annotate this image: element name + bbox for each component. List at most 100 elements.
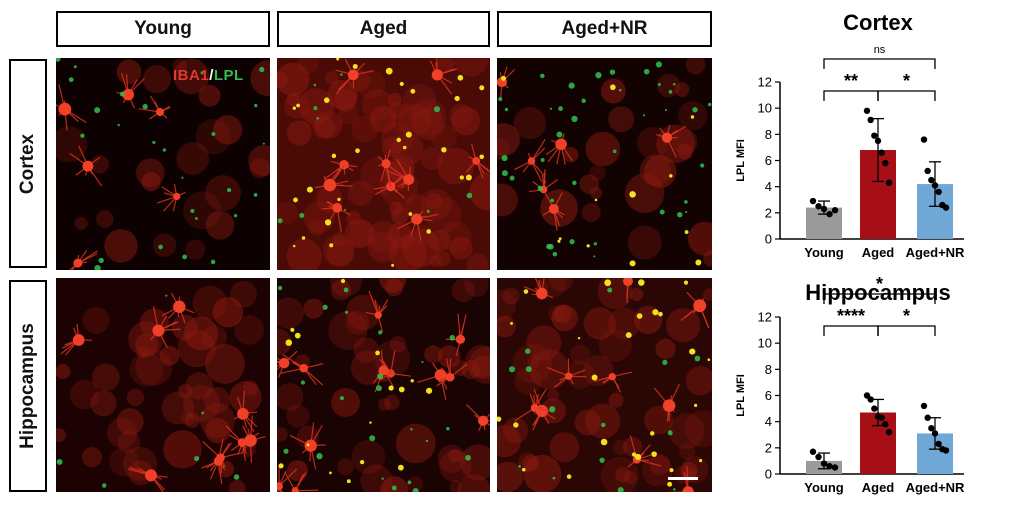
- lpl-puncta: [501, 170, 508, 177]
- colocalized-puncta: [441, 147, 447, 153]
- tissue-haze: [430, 122, 458, 150]
- lpl-puncta: [391, 485, 397, 491]
- tissue-haze: [387, 222, 414, 249]
- lpl-puncta: [677, 211, 683, 218]
- tissue-haze: [685, 366, 712, 396]
- y-tick-label: 2: [765, 440, 772, 455]
- colocalized-puncta: [396, 137, 401, 143]
- lpl-puncta: [340, 73, 343, 76]
- tissue-haze: [330, 278, 363, 297]
- y-tick-label: 6: [765, 388, 772, 403]
- colocalized-puncta: [695, 259, 702, 266]
- lpl-puncta: [595, 72, 602, 79]
- lpl-puncta: [509, 175, 515, 181]
- lpl-puncta: [421, 360, 424, 364]
- colocalized-puncta: [405, 131, 412, 138]
- microglia-cell: [233, 390, 258, 433]
- data-point: [942, 447, 950, 454]
- tissue-haze: [703, 288, 712, 301]
- lpl-puncta: [568, 82, 575, 89]
- tissue-haze: [314, 110, 343, 139]
- lpl-puncta: [446, 426, 450, 431]
- colocalized-puncta: [629, 191, 636, 198]
- tissue-haze: [345, 294, 382, 331]
- tissue-haze: [569, 344, 591, 365]
- data-point: [809, 448, 817, 455]
- tissue-haze: [203, 386, 231, 414]
- tissue-haze: [703, 250, 712, 267]
- microglia-cell: [56, 84, 87, 131]
- tissue-haze: [466, 253, 489, 270]
- tissue-haze: [331, 388, 360, 417]
- lpl-puncta: [375, 385, 382, 392]
- lpl-puncta: [501, 154, 508, 162]
- tissue-haze: [389, 336, 407, 353]
- tissue-haze: [277, 62, 310, 97]
- colocalized-puncta: [610, 84, 616, 91]
- tissue-haze: [184, 316, 219, 351]
- tissue-haze: [183, 191, 222, 230]
- colocalized-puncta: [684, 230, 689, 234]
- micrograph-hippocampus-aged-nr: [497, 278, 712, 492]
- lpl-puncta: [80, 133, 85, 138]
- lpl-puncta: [344, 310, 349, 314]
- lpl-puncta: [655, 61, 662, 68]
- lpl-puncta: [657, 82, 661, 87]
- colocalized-puncta: [410, 379, 414, 383]
- y-axis-label: LPL MFI: [735, 139, 747, 182]
- lpl-puncta: [672, 82, 676, 86]
- data-point: [867, 396, 874, 403]
- colocalized-puncta: [285, 339, 293, 346]
- tissue-haze: [176, 142, 210, 175]
- significance-label: ns: [874, 44, 886, 56]
- data-point: [809, 197, 817, 205]
- lpl-puncta: [707, 102, 712, 107]
- tissue-haze: [116, 408, 144, 436]
- tissue-haze: [469, 172, 490, 211]
- colocalized-puncta: [557, 239, 561, 243]
- colocalized-puncta: [586, 244, 590, 248]
- tissue-haze: [451, 106, 481, 136]
- tissue-haze: [161, 391, 195, 425]
- tissue-haze: [56, 126, 88, 163]
- lpl-puncta: [316, 453, 323, 460]
- tissue-haze: [287, 460, 308, 481]
- microglia-cell: [429, 58, 458, 95]
- lpl-puncta: [556, 131, 563, 138]
- colocalized-puncta: [331, 153, 337, 159]
- microglia-cell: [670, 466, 694, 492]
- tissue-haze: [104, 229, 138, 263]
- lpl-puncta: [434, 106, 441, 113]
- tissue-haze: [159, 345, 180, 366]
- tissue-haze: [109, 446, 139, 477]
- colocalized-puncta: [408, 212, 413, 216]
- lpl-puncta: [552, 251, 558, 257]
- microglia-cell: [680, 291, 710, 329]
- microglia-cell: [546, 358, 587, 388]
- data-point: [820, 205, 828, 213]
- lpl-puncta: [537, 185, 544, 192]
- data-point: [931, 182, 939, 189]
- data-point: [871, 132, 878, 139]
- microglia-cell: [514, 388, 555, 422]
- tissue-haze: [248, 145, 270, 177]
- lpl-puncta: [262, 142, 265, 145]
- row-header-hippocampus: Hippocampus: [9, 280, 47, 492]
- tissue-haze: [585, 403, 621, 439]
- tissue-haze: [212, 296, 244, 328]
- lpl-puncta: [343, 287, 349, 293]
- tissue-haze: [407, 476, 423, 492]
- colocalized-puncta: [479, 154, 485, 160]
- colocalized-puncta: [385, 67, 393, 75]
- tissue-haze: [142, 65, 172, 94]
- colocalized-puncta: [336, 58, 340, 61]
- tissue-haze: [428, 229, 451, 252]
- lpl-puncta: [465, 454, 471, 461]
- colocalized-puncta: [329, 471, 332, 475]
- tissue-haze: [117, 430, 141, 454]
- tissue-haze: [184, 239, 206, 260]
- microglia-cell: [277, 350, 298, 378]
- tissue-haze: [298, 88, 335, 124]
- data-point: [878, 414, 885, 421]
- tissue-haze: [303, 298, 324, 319]
